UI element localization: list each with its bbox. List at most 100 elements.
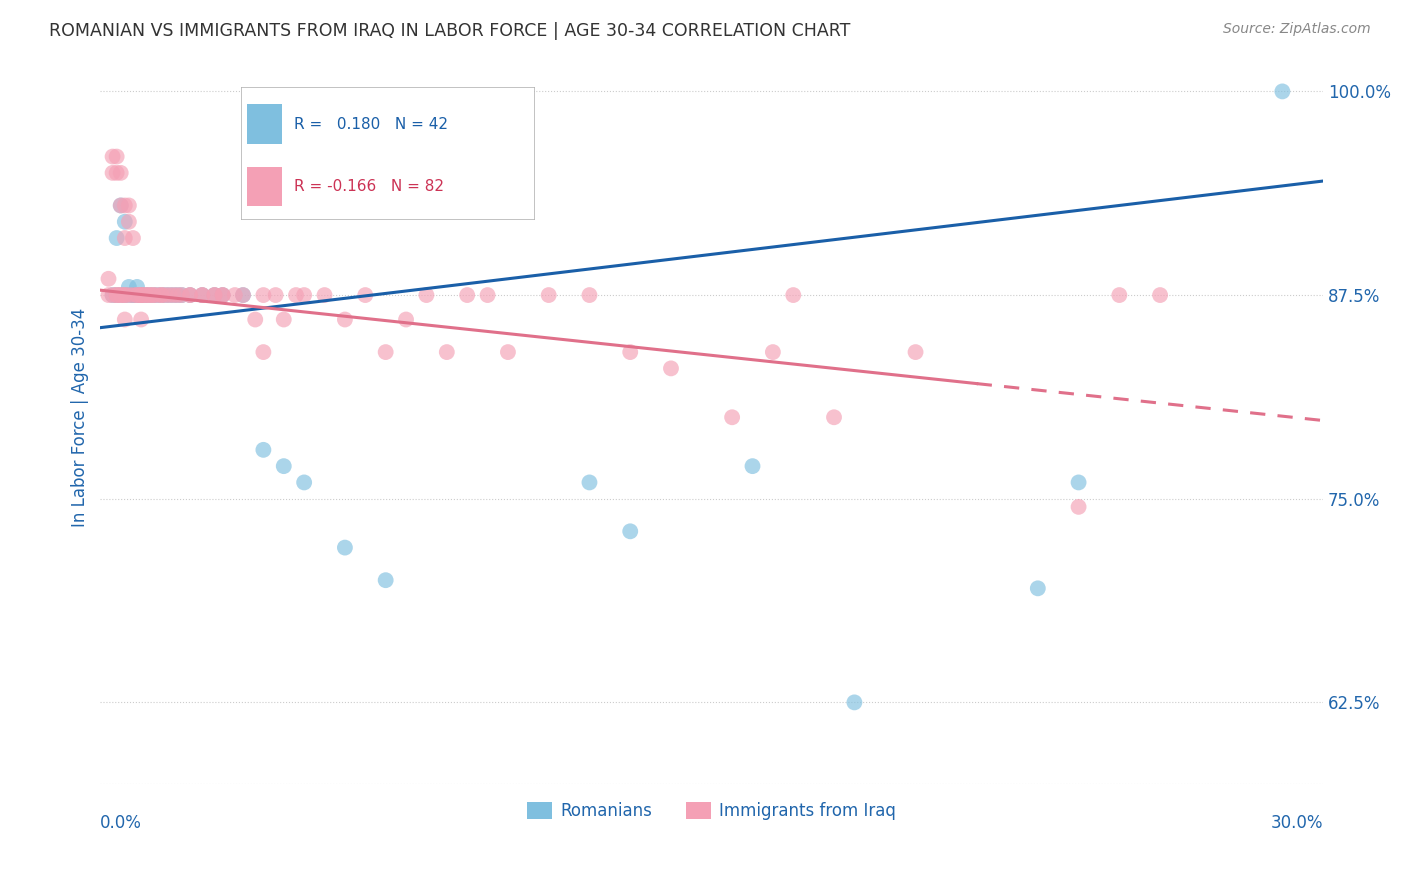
- Point: [146, 288, 169, 302]
- Point: [142, 288, 165, 302]
- Point: [314, 288, 336, 302]
- Point: [101, 288, 124, 302]
- Point: [333, 312, 356, 326]
- Point: [125, 288, 148, 302]
- Point: [782, 288, 804, 302]
- Point: [97, 288, 120, 302]
- Point: [129, 288, 152, 302]
- Point: [118, 198, 141, 212]
- Point: [134, 288, 156, 302]
- Point: [159, 288, 181, 302]
- Point: [138, 288, 160, 302]
- Point: [211, 288, 233, 302]
- Point: [101, 166, 124, 180]
- Point: [122, 288, 145, 302]
- Text: 30.0%: 30.0%: [1271, 814, 1323, 832]
- Point: [118, 215, 141, 229]
- Point: [170, 288, 193, 302]
- Point: [179, 288, 201, 302]
- Point: [97, 272, 120, 286]
- Point: [114, 288, 136, 302]
- Text: Source: ZipAtlas.com: Source: ZipAtlas.com: [1223, 22, 1371, 37]
- Point: [134, 288, 156, 302]
- Point: [762, 345, 785, 359]
- Point: [101, 150, 124, 164]
- Point: [129, 288, 152, 302]
- Point: [166, 288, 188, 302]
- Point: [333, 541, 356, 555]
- Point: [155, 288, 177, 302]
- Point: [146, 288, 169, 302]
- Point: [273, 459, 295, 474]
- Point: [166, 288, 188, 302]
- Point: [204, 288, 226, 302]
- Point: [578, 288, 600, 302]
- Point: [273, 312, 295, 326]
- Point: [125, 288, 148, 302]
- Point: [374, 345, 396, 359]
- Point: [118, 288, 141, 302]
- Point: [232, 288, 254, 302]
- Point: [204, 288, 226, 302]
- Point: [155, 288, 177, 302]
- Point: [285, 288, 308, 302]
- Point: [619, 524, 641, 539]
- Point: [252, 442, 274, 457]
- Point: [105, 231, 128, 245]
- Y-axis label: In Labor Force | Age 30-34: In Labor Force | Age 30-34: [72, 308, 89, 527]
- Point: [292, 288, 315, 302]
- Point: [537, 288, 560, 302]
- Point: [159, 288, 181, 302]
- Point: [245, 312, 267, 326]
- Point: [904, 345, 927, 359]
- Point: [179, 288, 201, 302]
- Point: [252, 345, 274, 359]
- Point: [477, 288, 499, 302]
- Point: [129, 288, 152, 302]
- Point: [138, 288, 160, 302]
- Point: [179, 288, 201, 302]
- Point: [138, 288, 160, 302]
- Point: [142, 288, 165, 302]
- Point: [211, 288, 233, 302]
- Point: [105, 288, 128, 302]
- Point: [105, 150, 128, 164]
- Point: [110, 288, 132, 302]
- Point: [129, 312, 152, 326]
- Point: [114, 288, 136, 302]
- Point: [191, 288, 214, 302]
- Point: [264, 288, 287, 302]
- Point: [129, 288, 152, 302]
- Point: [292, 475, 315, 490]
- Point: [823, 410, 845, 425]
- Point: [125, 280, 148, 294]
- Point: [114, 312, 136, 326]
- Point: [122, 288, 145, 302]
- Point: [578, 475, 600, 490]
- Point: [354, 288, 377, 302]
- Point: [170, 288, 193, 302]
- Point: [163, 288, 186, 302]
- Point: [224, 288, 246, 302]
- Text: ROMANIAN VS IMMIGRANTS FROM IRAQ IN LABOR FORCE | AGE 30-34 CORRELATION CHART: ROMANIAN VS IMMIGRANTS FROM IRAQ IN LABO…: [49, 22, 851, 40]
- Point: [252, 288, 274, 302]
- Point: [1026, 582, 1049, 596]
- Point: [114, 231, 136, 245]
- Point: [1108, 288, 1130, 302]
- Point: [436, 345, 458, 359]
- Point: [191, 288, 214, 302]
- Point: [150, 288, 173, 302]
- Point: [150, 288, 173, 302]
- Point: [118, 288, 141, 302]
- Point: [110, 198, 132, 212]
- Point: [105, 166, 128, 180]
- Point: [741, 459, 763, 474]
- Point: [114, 198, 136, 212]
- Point: [844, 695, 866, 709]
- Point: [122, 288, 145, 302]
- Point: [395, 312, 418, 326]
- Point: [232, 288, 254, 302]
- Point: [659, 361, 682, 376]
- Point: [110, 198, 132, 212]
- Point: [374, 573, 396, 587]
